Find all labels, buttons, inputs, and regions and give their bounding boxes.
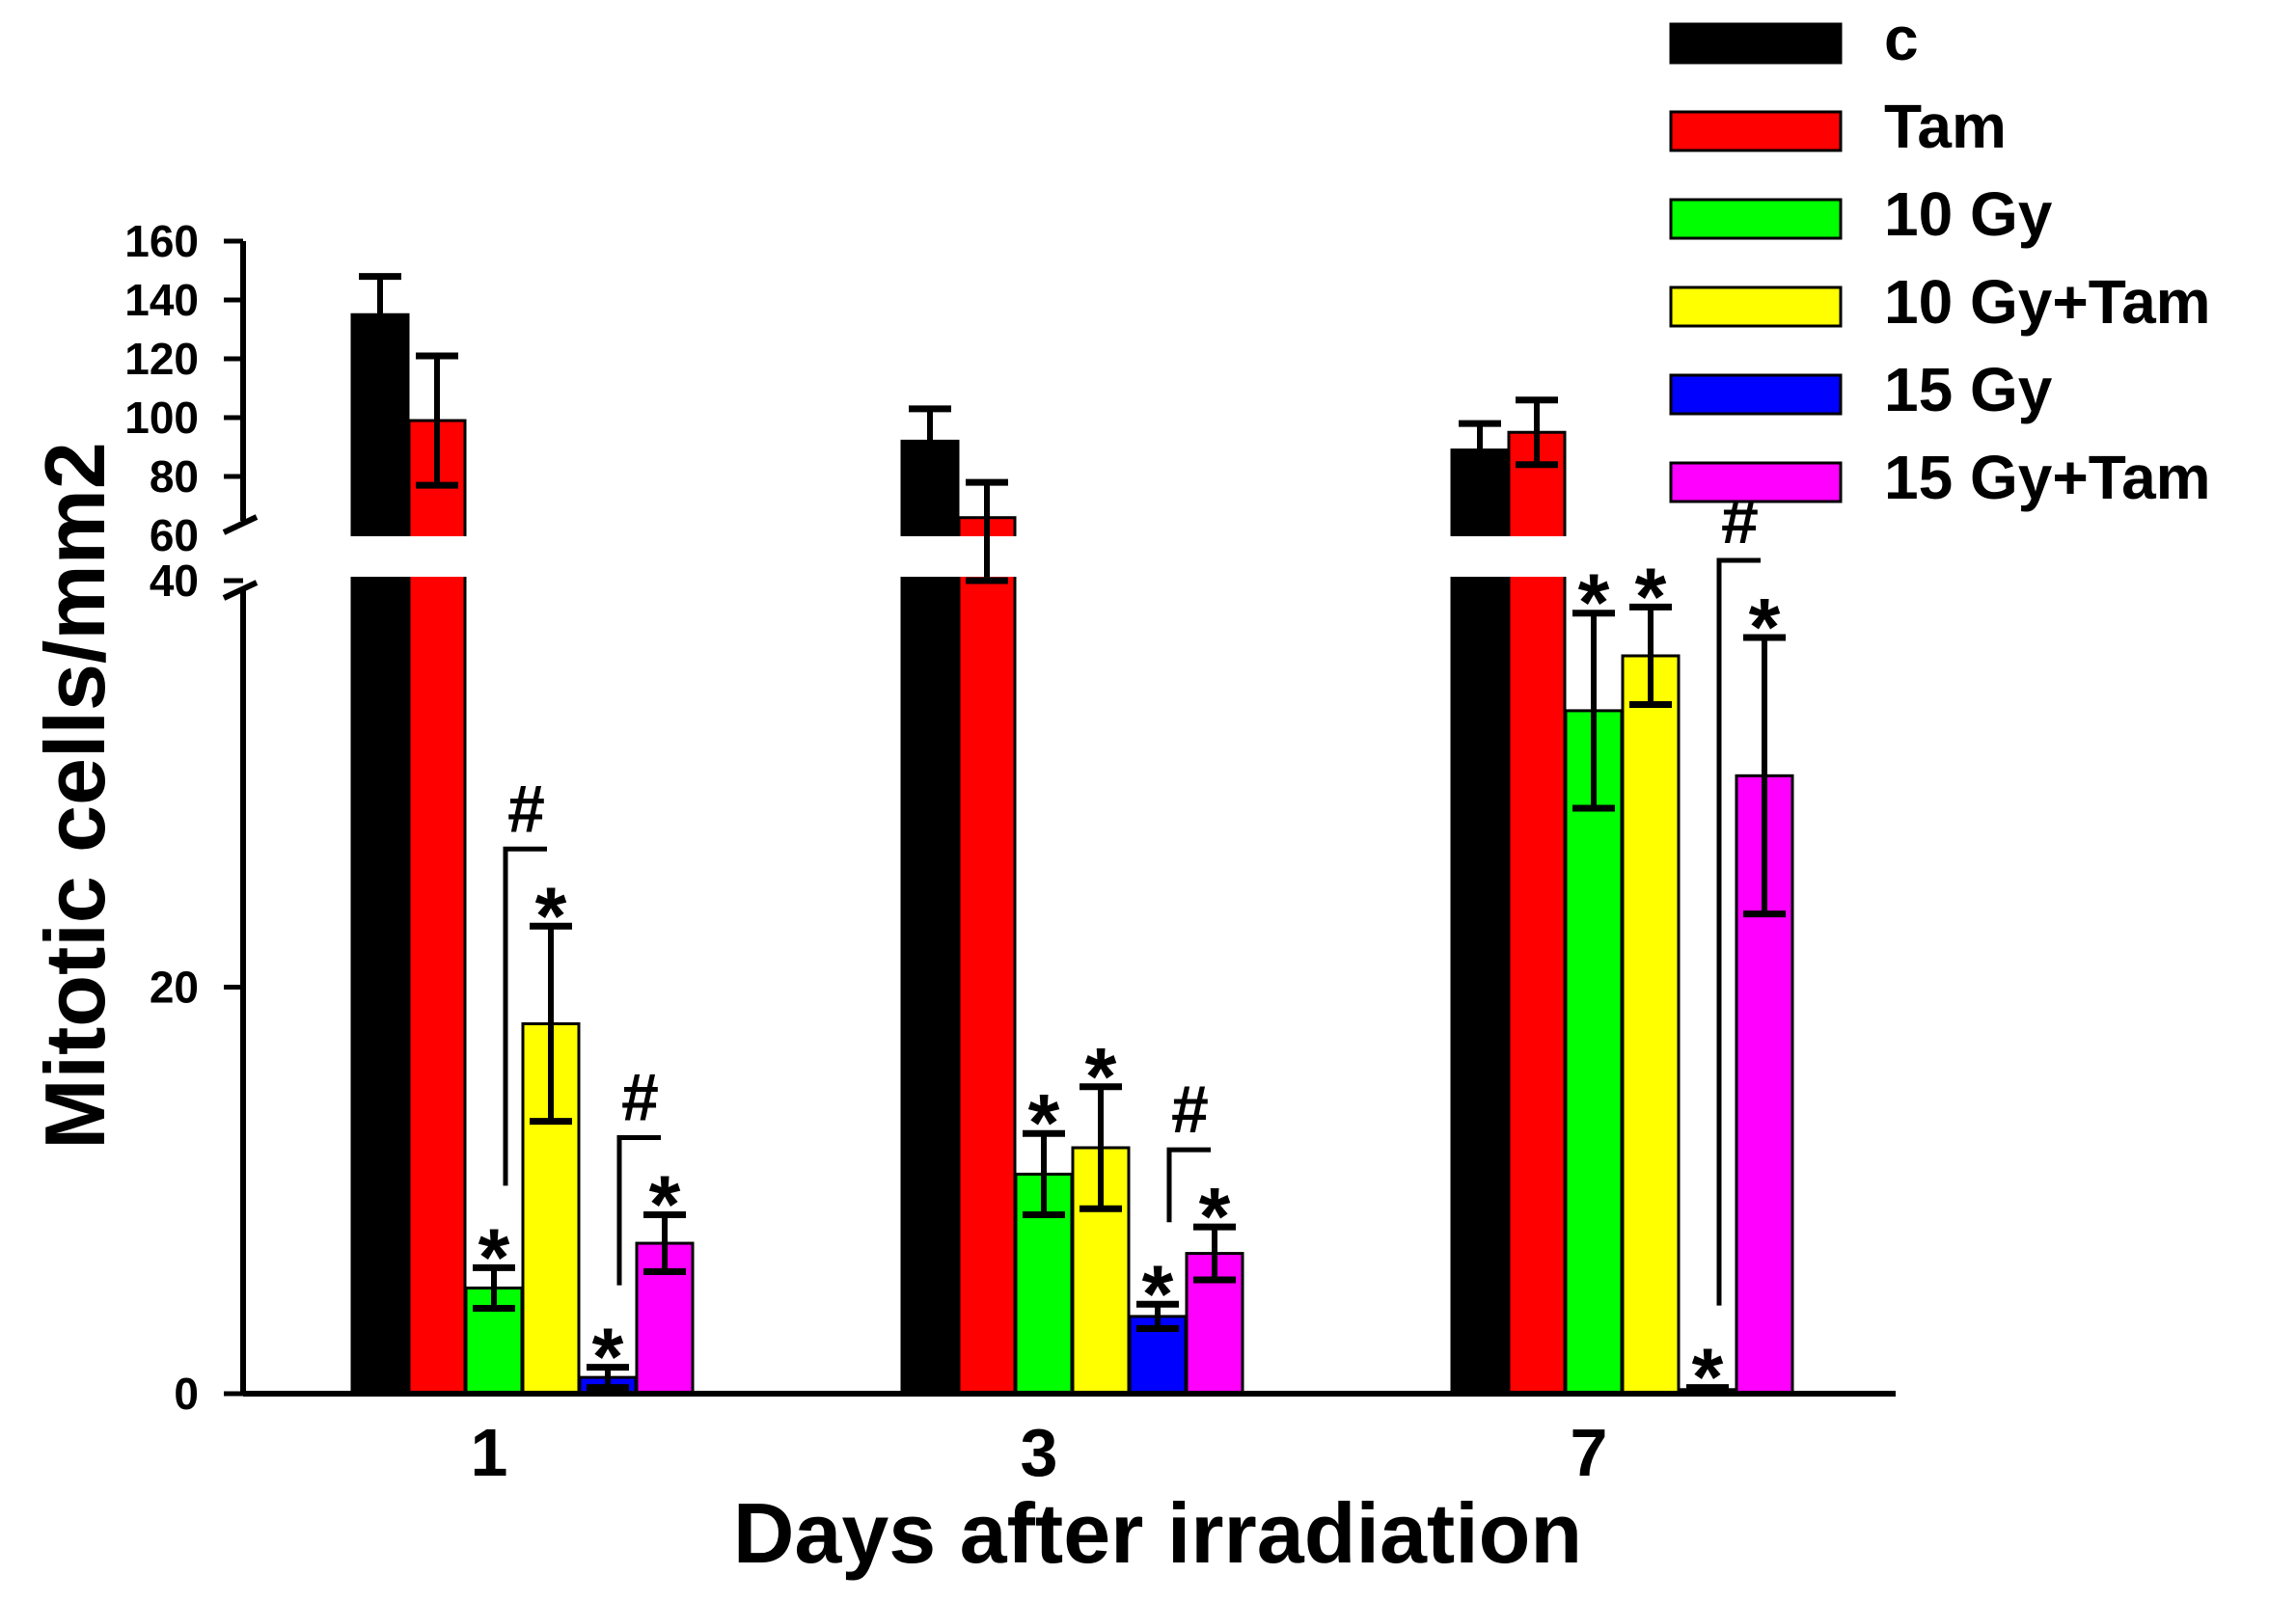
y-tick-label: 120 <box>124 334 199 384</box>
significance-hash: # <box>621 1060 659 1135</box>
significance-hash: # <box>507 771 545 846</box>
significance-star: * <box>1692 1332 1724 1423</box>
bar <box>350 312 410 1396</box>
bar <box>407 419 467 1396</box>
annotations-layer: ********* ***## ## <box>478 482 1781 1423</box>
bar <box>1621 654 1681 1396</box>
legend-label: 15 Gy <box>1884 355 2053 424</box>
legend-label: 10 Gy <box>1884 179 2053 249</box>
legend: c Tam 10 Gy 10 Gy+Tam 15 Gy 15 Gy+Tam <box>1669 4 2211 512</box>
legend-swatch <box>1669 461 1843 503</box>
y-tick-label: 60 <box>150 510 199 560</box>
axis-break-gap <box>222 536 1939 577</box>
significance-bracket <box>503 846 547 1186</box>
legend-swatch <box>1669 22 1843 65</box>
y-tick-label: 100 <box>124 393 199 443</box>
significance-star: * <box>478 1211 510 1302</box>
bar <box>1564 709 1624 1396</box>
legend-label: 15 Gy+Tam <box>1884 443 2211 512</box>
significance-star: * <box>1635 551 1667 641</box>
legend-swatch <box>1669 373 1843 416</box>
error-bars-layer <box>359 273 1786 1396</box>
axis-break-mark <box>222 580 259 601</box>
significance-hash: # <box>1171 1072 1209 1147</box>
y-tick-label: 80 <box>150 451 199 502</box>
legend-swatch <box>1669 110 1843 152</box>
y-tick-label: 140 <box>124 275 199 325</box>
legend-swatch <box>1669 198 1843 240</box>
legend-label: Tam <box>1884 92 2007 161</box>
legend-label: c <box>1884 4 1919 73</box>
significance-bracket <box>1166 1147 1211 1223</box>
y-tick-label: 40 <box>150 556 199 606</box>
significance-star: * <box>649 1159 681 1250</box>
y-tick-label: 160 <box>124 216 199 266</box>
x-axis-title: Days after irradiation <box>733 1485 1582 1581</box>
y-tick-label: 0 <box>174 1369 199 1419</box>
significance-star: * <box>535 870 567 961</box>
significance-star: * <box>1199 1171 1231 1262</box>
axis-break-mark <box>222 514 259 535</box>
significance-star: * <box>1749 582 1781 672</box>
significance-star: * <box>592 1312 624 1402</box>
bar <box>1507 430 1567 1396</box>
significance-star: * <box>1085 1031 1117 1122</box>
x-tick-label: 7 <box>1571 1415 1608 1490</box>
legend-swatch <box>1669 285 1843 328</box>
y-axis-title: Mitotic cells/mm2 <box>27 442 123 1150</box>
significance-bracket <box>1716 557 1761 1306</box>
significance-star: * <box>1028 1077 1060 1168</box>
significance-bracket <box>616 1135 661 1286</box>
y-tick-label: 20 <box>150 963 199 1013</box>
x-tick-label: 1 <box>471 1415 508 1490</box>
x-tick-label: 3 <box>1021 1415 1058 1490</box>
significance-star: * <box>1578 557 1610 648</box>
bar <box>1450 448 1510 1396</box>
significance-star: * <box>1142 1248 1174 1339</box>
bar <box>957 516 1017 1396</box>
legend-label: 10 Gy+Tam <box>1884 267 2211 337</box>
bar <box>900 439 960 1396</box>
